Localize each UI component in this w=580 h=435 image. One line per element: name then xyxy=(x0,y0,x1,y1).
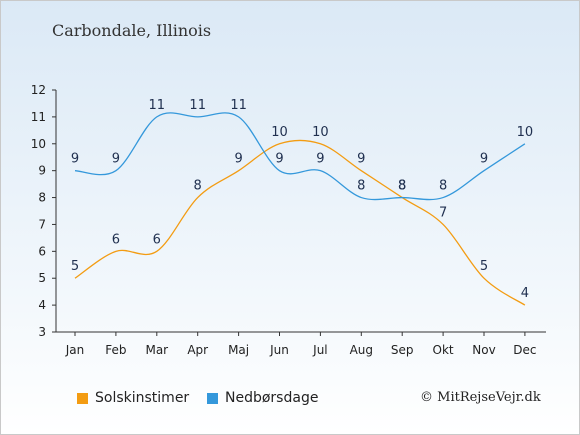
data-label-precipitation: 9 xyxy=(275,152,283,167)
data-label-sunshine: 8 xyxy=(194,179,202,194)
y-tick-label: 12 xyxy=(31,83,46,97)
data-label-precipitation: 9 xyxy=(480,152,488,167)
data-label-precipitation: 8 xyxy=(398,179,406,194)
data-label-sunshine: 6 xyxy=(112,232,120,247)
data-label-sunshine: 7 xyxy=(439,205,447,220)
x-tick-label: Jan xyxy=(65,343,85,357)
legend-item-sunshine: Solskinstimer xyxy=(77,390,189,406)
y-tick-label: 3 xyxy=(38,325,46,339)
legend-label-precipitation: Nedbørsdage xyxy=(225,390,319,406)
data-label-precipitation: 11 xyxy=(189,98,206,113)
y-tick-label: 4 xyxy=(38,298,46,312)
series-line-precipitation xyxy=(74,112,526,201)
data-label-sunshine: 5 xyxy=(480,259,488,274)
x-tick-label: Maj xyxy=(228,343,249,357)
x-tick-label: Jun xyxy=(269,343,289,357)
line-chart: 3 4 5 6 7 8 9 10 11 12 Jan Feb Mar Apr Maj Jun Jul Aug Sep… xyxy=(31,83,546,357)
data-label-sunshine: 9 xyxy=(357,152,365,167)
x-tick-label: Dec xyxy=(513,343,536,357)
y-tick-label: 5 xyxy=(38,271,46,285)
x-tick-label: Feb xyxy=(105,343,126,357)
legend-swatch-sunshine xyxy=(77,392,88,404)
y-tick-label: 8 xyxy=(38,191,46,205)
legend-label-sunshine: Solskinstimer xyxy=(95,390,190,406)
x-tick-label: Sep xyxy=(391,343,414,357)
x-tick-label: Mar xyxy=(145,343,168,357)
data-label-sunshine: 5 xyxy=(71,259,79,274)
legend-item-precipitation: Nedbørsdage xyxy=(207,390,318,406)
y-tick-label: 6 xyxy=(38,244,46,258)
data-label-sunshine: 6 xyxy=(153,232,161,247)
credit-text: © MitRejseVejr.dk xyxy=(420,390,541,405)
x-tick-label: Aug xyxy=(350,343,373,357)
x-tick-label: Okt xyxy=(433,343,454,357)
data-label-precipitation: 9 xyxy=(316,152,324,167)
data-label-precipitation: 11 xyxy=(230,98,247,113)
chart-title: Carbondale, Illinois xyxy=(52,21,212,40)
y-tick-label: 11 xyxy=(31,110,46,124)
x-tick-label: Nov xyxy=(472,343,495,357)
data-label-sunshine: 9 xyxy=(234,152,242,167)
y-tick-label: 10 xyxy=(31,137,46,151)
data-label-sunshine: 10 xyxy=(271,125,288,140)
x-tick-label: Apr xyxy=(187,343,208,357)
legend-swatch-precipitation xyxy=(207,392,218,404)
data-label-precipitation: 9 xyxy=(71,152,79,167)
y-tick-label: 9 xyxy=(38,164,46,178)
data-label-sunshine: 4 xyxy=(521,286,529,301)
series-line-sunshine xyxy=(74,139,526,306)
data-label-sunshine: 10 xyxy=(312,125,329,140)
data-label-precipitation: 10 xyxy=(517,125,534,140)
y-tick-label: 7 xyxy=(38,217,46,231)
data-label-precipitation: 8 xyxy=(357,179,365,194)
data-label-precipitation: 9 xyxy=(112,152,120,167)
data-label-precipitation: 8 xyxy=(439,179,447,194)
data-label-sunshine: 8 xyxy=(398,179,406,194)
data-label-precipitation: 11 xyxy=(149,98,166,113)
x-tick-label: Jul xyxy=(312,343,327,357)
